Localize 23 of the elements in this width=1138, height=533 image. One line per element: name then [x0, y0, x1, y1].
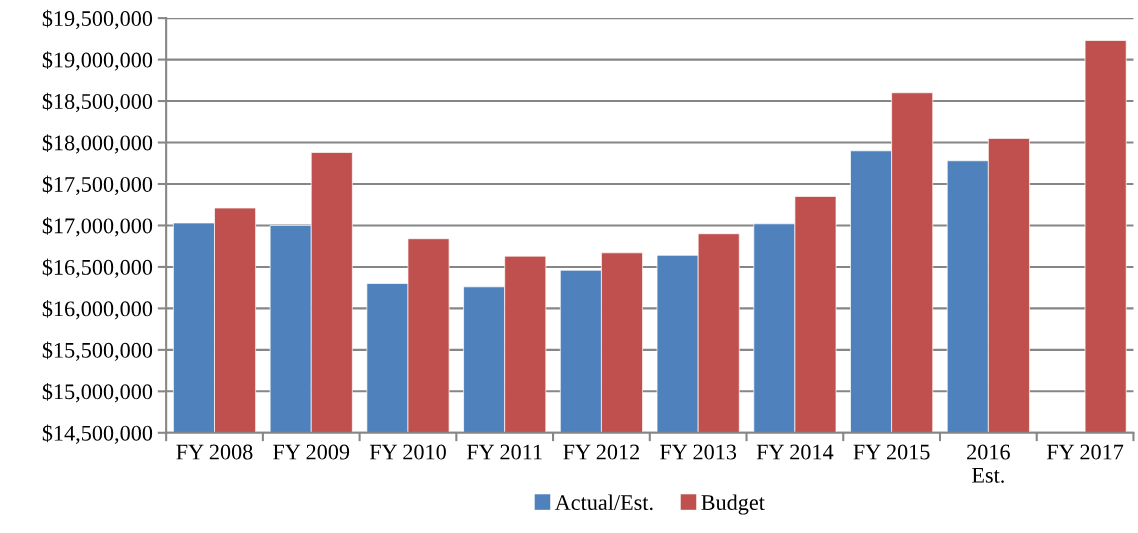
- legend-label: Budget: [701, 494, 765, 515]
- x-tick-label: 2016 Est.: [967, 444, 1010, 483]
- y-tick-label: $16,500,000: [42, 258, 153, 279]
- y-tick-label: $15,500,000: [42, 341, 153, 361]
- x-tick-label: FY 2013: [660, 444, 737, 460]
- y-tick-label: $19,500,000: [42, 9, 153, 30]
- y-tick-label: $15,000,000: [42, 382, 153, 403]
- x-tick-label: FY 2008: [176, 444, 253, 460]
- x-tick-label: FY 2014: [756, 444, 834, 460]
- y-tick-label: $18,000,000: [42, 134, 153, 154]
- x-tick-label: FY 2011: [466, 444, 542, 460]
- x-tick-label: FY 2009: [273, 444, 350, 460]
- x-tick-label: FY 2012: [563, 444, 639, 460]
- y-tick-label: $17,000,000: [42, 217, 153, 237]
- x-tick-label: FY 2017: [1046, 444, 1124, 460]
- x-tick-label: FY 2010: [369, 444, 446, 460]
- legend-label: Actual/Est.: [554, 494, 653, 511]
- y-tick-label: $19,000,000: [42, 51, 153, 71]
- y-tick-label: $18,500,000: [42, 92, 153, 113]
- y-tick-label: $17,500,000: [42, 175, 153, 196]
- x-tick-label: FY 2015: [853, 444, 930, 460]
- y-tick-label: $16,000,000: [42, 300, 153, 320]
- y-tick-label: $14,500,000: [42, 424, 153, 444]
